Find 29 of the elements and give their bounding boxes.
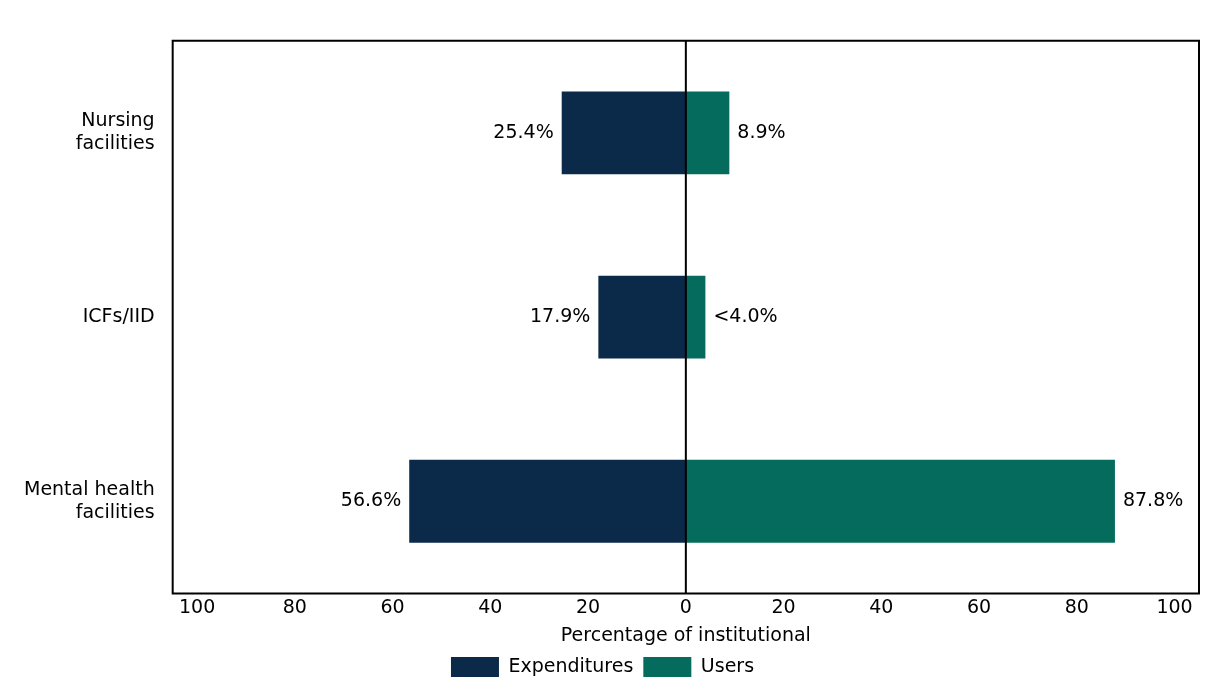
x-tick-label: 40	[478, 594, 503, 617]
x-tick-label: 0	[679, 594, 692, 617]
x-tick-label: 80	[1064, 594, 1089, 617]
data-label: <4.0%	[713, 304, 778, 327]
y-tick-label: Mental health facilities	[23, 476, 155, 522]
data-label: 17.9%	[530, 304, 591, 327]
x-tick-label: 40	[869, 594, 894, 617]
x-tick-label: 20	[771, 594, 796, 617]
bar	[685, 459, 1115, 543]
x-tick-label: 60	[380, 594, 405, 617]
x-tick-label: 80	[282, 594, 307, 617]
legend-label: Users	[700, 653, 755, 676]
bar	[561, 91, 686, 175]
data-label: 56.6%	[340, 488, 402, 511]
y-tick-label: Nursing facilities	[75, 108, 155, 154]
bar	[409, 459, 686, 543]
x-tick-label: 100	[1156, 594, 1193, 617]
x-tick-label: 60	[966, 594, 992, 617]
data-label: 25.4%	[493, 119, 554, 142]
data-label: 87.8%	[1122, 488, 1184, 511]
x-tick-label: 100	[178, 594, 216, 617]
legend-label: Expenditures	[508, 653, 634, 676]
bar	[598, 275, 686, 359]
bar	[685, 91, 730, 175]
data-label: 8.9%	[737, 119, 786, 142]
bar	[685, 275, 706, 359]
x-axis-title: Percentage of institutional	[560, 622, 811, 645]
x-tick-label: 20	[576, 594, 601, 617]
y-tick-label: ICFs/IID	[82, 304, 155, 327]
